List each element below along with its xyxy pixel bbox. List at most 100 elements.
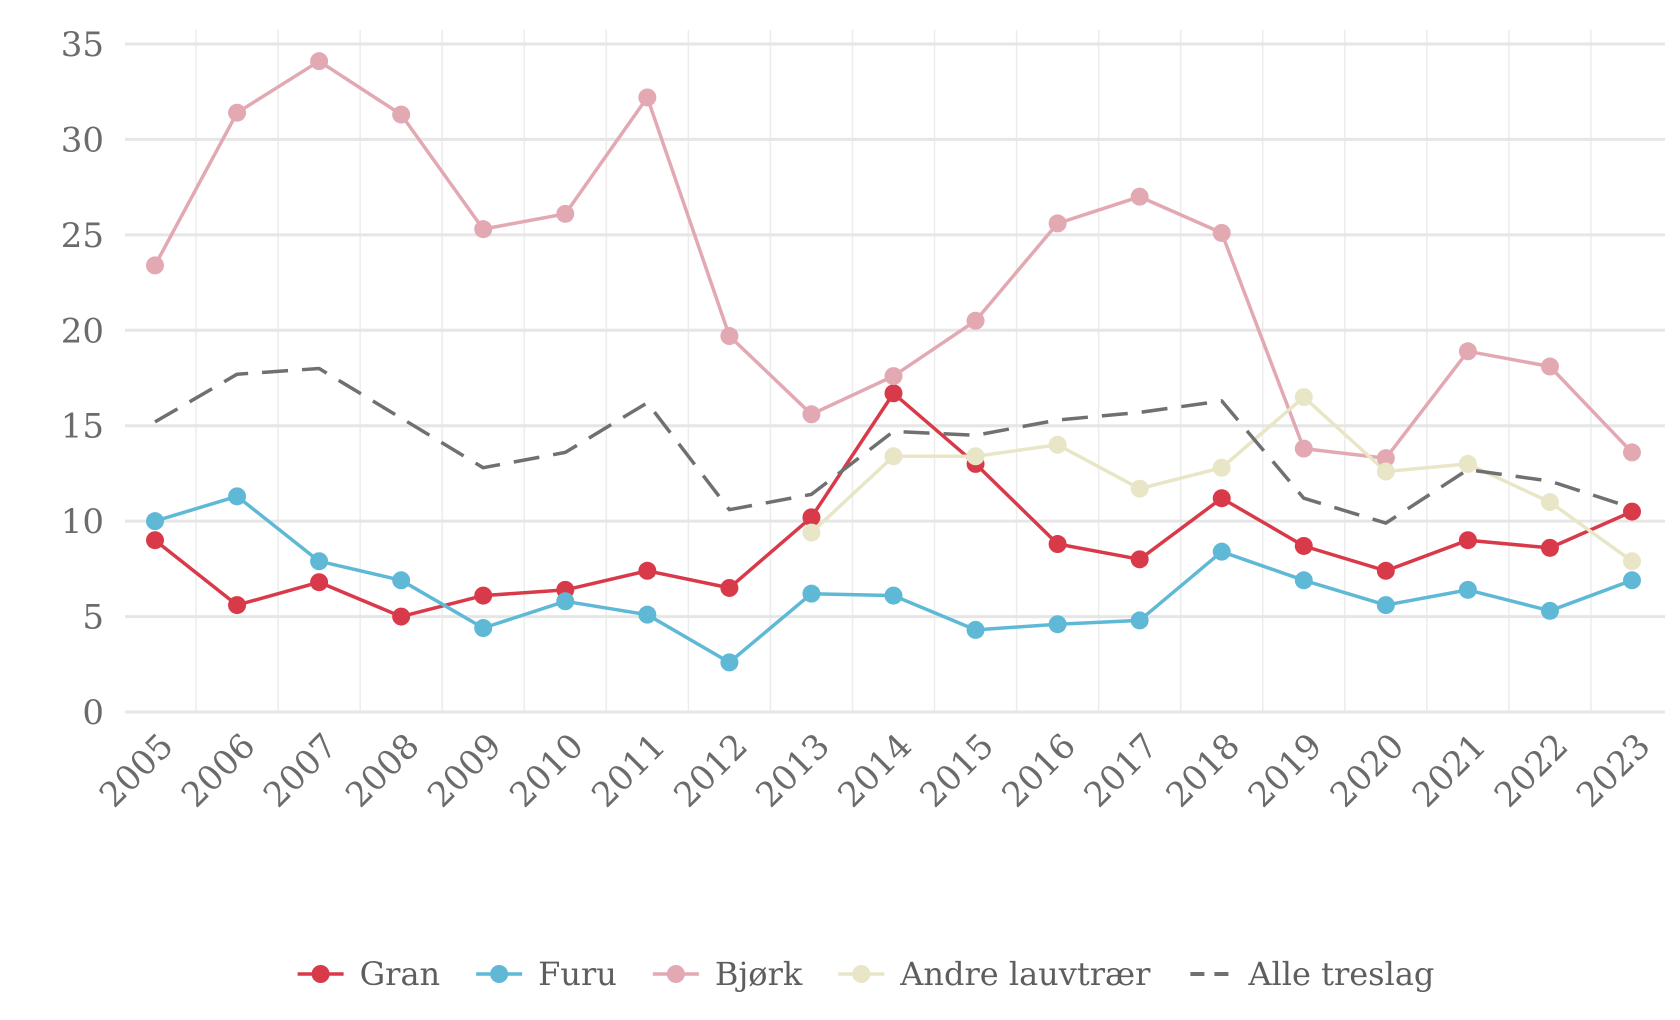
x-tick-label: 2005: [92, 726, 181, 815]
legend-label-gran: Gran: [360, 955, 441, 993]
x-tick-label: 2016: [995, 726, 1084, 815]
data-point-gran: [1540, 538, 1559, 557]
data-point-furu: [884, 586, 903, 605]
data-point-gran: [310, 573, 329, 592]
data-point-bj-rk: [1048, 214, 1067, 233]
x-tick-label: 2023: [1569, 726, 1658, 815]
y-tick-label: 20: [61, 311, 104, 351]
legend-key-marker-furu: [490, 965, 509, 983]
data-point-gran: [1623, 502, 1641, 521]
data-point-gran: [228, 596, 247, 615]
data-point-furu: [228, 487, 247, 506]
legend-item-furu: Furu: [476, 955, 617, 993]
data-point-bj-rk: [1212, 223, 1231, 242]
data-point-bj-rk: [310, 52, 329, 71]
data-point-bj-rk: [1623, 443, 1641, 462]
data-point-gran: [1294, 536, 1313, 555]
y-tick-label: 35: [61, 25, 104, 65]
x-tick-label: 2007: [256, 726, 345, 815]
data-point-bj-rk: [720, 327, 739, 346]
data-point-gran: [802, 508, 821, 527]
x-tick-label: 2020: [1323, 726, 1412, 815]
minor-gridlines: [195, 30, 1592, 712]
data-point-andre-lauvtr-r: [1294, 388, 1313, 407]
data-point-furu: [638, 605, 657, 624]
y-tick-label: 25: [61, 216, 104, 256]
data-point-bj-rk: [556, 204, 575, 223]
y-tick-label: 15: [61, 407, 104, 447]
x-tick-label: 2013: [748, 726, 837, 815]
y-tick-label: 5: [82, 598, 104, 638]
data-point-bj-rk: [638, 88, 657, 107]
legend-key-marker-bj-rk: [666, 965, 685, 983]
legend-key-marker-andre-lauvtr-r: [852, 965, 871, 983]
data-point-gran: [146, 531, 164, 550]
data-point-bj-rk: [966, 311, 985, 330]
data-point-gran: [474, 586, 493, 605]
legend-key-marker-gran: [311, 965, 330, 983]
data-point-bj-rk: [1376, 449, 1395, 468]
x-tick-label: 2008: [338, 726, 427, 815]
data-point-furu: [310, 552, 329, 571]
x-tick-label: 2015: [912, 726, 1001, 815]
legend-label-alle-treslag: Alle treslag: [1247, 955, 1434, 993]
legend-item-andre-lauvtr-r: Andre lauvtrær: [838, 955, 1151, 993]
data-point-andre-lauvtr-r: [1130, 479, 1149, 498]
data-point-andre-lauvtr-r: [1540, 493, 1559, 512]
data-point-gran: [1376, 561, 1395, 580]
x-tick-label: 2011: [584, 726, 673, 815]
legend-label-bj-rk: Bjørk: [715, 955, 803, 993]
data-point-bj-rk: [392, 105, 411, 124]
legend-item-alle-treslag: Alle treslag: [1190, 955, 1434, 993]
data-point-gran: [1212, 489, 1231, 508]
data-point-bj-rk: [1130, 187, 1149, 206]
data-point-bj-rk: [474, 220, 493, 239]
legend-label-furu: Furu: [538, 955, 617, 993]
data-point-gran: [1130, 550, 1149, 569]
x-tick-label: 2012: [666, 726, 755, 815]
data-point-furu: [966, 620, 985, 639]
data-point-andre-lauvtr-r: [1376, 462, 1395, 481]
series-points: [146, 52, 1641, 672]
x-tick-label: 2014: [830, 726, 919, 815]
data-point-furu: [1540, 601, 1559, 620]
x-tick-label: 2021: [1405, 726, 1494, 815]
x-axis-tick-labels: 2005200620072008200920102011201220132014…: [92, 726, 1658, 815]
major-gridlines: [125, 42, 1665, 714]
x-tick-label: 2017: [1077, 726, 1166, 815]
data-point-bj-rk: [884, 367, 903, 386]
data-point-furu: [392, 571, 411, 590]
series-lines: [153, 59, 1634, 665]
data-point-gran: [638, 561, 657, 580]
data-point-furu: [720, 653, 739, 672]
data-point-furu: [1212, 542, 1231, 561]
legend-item-gran: Gran: [297, 955, 441, 993]
data-point-furu: [146, 512, 164, 531]
data-point-furu: [1294, 571, 1313, 590]
y-tick-label: 0: [82, 693, 104, 733]
data-point-furu: [1130, 611, 1149, 630]
data-point-bj-rk: [146, 256, 164, 275]
data-point-bj-rk: [1540, 357, 1559, 376]
data-point-andre-lauvtr-r: [884, 447, 903, 466]
legend: Gran Furu Bjørk Andre lauvtrær Alle treslag: [297, 955, 1434, 993]
x-tick-label: 2022: [1487, 726, 1576, 815]
legend-item-bj-rk: Bjørk: [652, 955, 803, 993]
data-point-furu: [802, 584, 821, 603]
data-point-andre-lauvtr-r: [966, 447, 985, 466]
data-point-bj-rk: [802, 405, 821, 424]
data-point-bj-rk: [1458, 342, 1477, 361]
y-tick-label: 10: [61, 502, 104, 542]
data-point-andre-lauvtr-r: [1048, 435, 1067, 454]
data-point-bj-rk: [1294, 439, 1313, 458]
x-tick-label: 2018: [1159, 726, 1248, 815]
data-point-andre-lauvtr-r: [1458, 454, 1477, 473]
data-point-bj-rk: [228, 103, 247, 122]
x-tick-label: 2019: [1241, 726, 1330, 815]
data-point-furu: [1623, 571, 1641, 590]
x-tick-label: 2009: [420, 726, 509, 815]
data-point-gran: [720, 578, 739, 597]
data-point-furu: [556, 592, 575, 611]
data-point-gran: [392, 607, 411, 626]
data-point-gran: [1458, 531, 1477, 550]
